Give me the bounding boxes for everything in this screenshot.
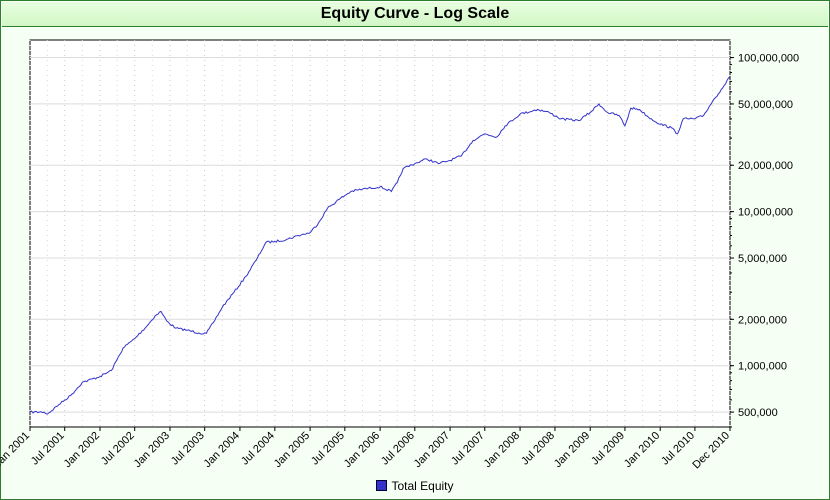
y-axis: 500,000 1,000,000 2,000,000 5,000,000 10,000… [730,53,799,428]
x-tick-label: Jan 2009 [552,430,592,470]
y-tick-label: 100,000,000 [738,53,799,65]
y-tick-label: 1,000,000 [738,361,787,373]
legend: Total Equity [0,479,830,493]
legend-swatch [376,480,388,491]
x-tick-label: Dec 2010 [690,430,732,472]
x-tick-label: Jan 2010 [622,430,662,470]
x-tick-label: Jan 2005 [272,430,312,470]
x-tick-label: Jan 2004 [202,430,242,470]
y-tick-label: 50,000,000 [738,99,793,111]
plot-area [29,39,731,428]
x-tick-label: Jan 2007 [412,430,452,470]
y-tick-label: 5,000,000 [738,253,787,265]
y-tick-label: 20,000,000 [738,160,793,172]
legend-label: Total Equity [391,479,454,493]
x-tick-label: Jan 2008 [482,430,522,470]
equity-series-line [29,76,731,415]
y-tick-label: 500,000 [738,407,778,419]
chart-title: Equity Curve - Log Scale [320,5,510,22]
x-tick-label: Jan 2002 [62,430,102,470]
x-tick-label: Jan 2006 [342,430,382,470]
title-bar: Equity Curve - Log Scale [2,2,828,27]
horizontal-grid [30,57,730,413]
y-tick-label: 10,000,000 [738,207,793,219]
x-tick-label: Jan 2001 [0,430,32,470]
y-tick-label: 2,000,000 [738,314,787,326]
x-tick-label: Jan 2003 [132,430,172,470]
